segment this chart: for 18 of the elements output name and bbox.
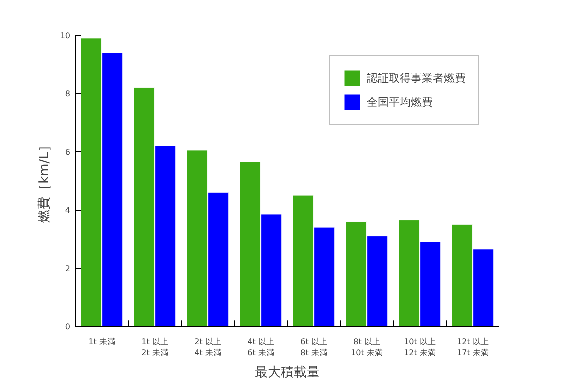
x-axis-title: 最大積載量 (255, 365, 320, 380)
y-tick-label: 2 (65, 264, 71, 274)
x-tick-label: 2t 以上 4t 未満 (194, 338, 222, 358)
x-tick-label: 4t 以上 6t 未満 (248, 338, 274, 358)
y-axis-title: 燃費［km/L］ (37, 139, 52, 223)
y-tick-label: 10 (60, 32, 71, 40)
x-tick-label: 1t 以上 2t 未満 (142, 338, 168, 358)
legend-label: 全国平均燃費 (367, 94, 433, 110)
x-tick-label: 8t 以上 10t 未満 (351, 338, 383, 358)
x-tick-label: 1t 未満 (88, 338, 116, 346)
y-tick-label: 4 (65, 206, 71, 216)
y-tick-label: 8 (65, 90, 71, 99)
x-tick-label: 12t 以上 17t 未満 (457, 338, 489, 358)
y-tick-label: 6 (65, 148, 71, 157)
y-tick-label: 0 (65, 322, 71, 332)
x-tick-label: 6t 以上 8t 未満 (300, 338, 328, 358)
x-tick-label: 10t 以上 12t 未満 (404, 338, 436, 358)
legend-label: 認証取得事業者燃費 (367, 70, 466, 86)
